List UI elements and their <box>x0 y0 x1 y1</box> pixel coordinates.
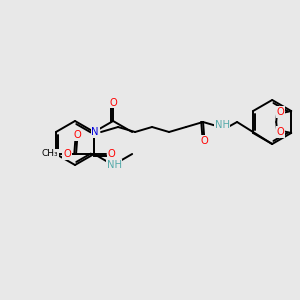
Text: O: O <box>109 98 117 107</box>
Text: NH: NH <box>214 120 230 130</box>
Text: N: N <box>91 127 99 137</box>
Text: O: O <box>276 127 284 137</box>
Text: NH: NH <box>106 160 122 170</box>
Text: O: O <box>108 149 116 159</box>
Text: CH₃: CH₃ <box>42 149 58 158</box>
Text: O: O <box>63 149 71 159</box>
Text: O: O <box>200 136 208 146</box>
Text: O: O <box>73 130 81 140</box>
Text: O: O <box>276 107 284 117</box>
